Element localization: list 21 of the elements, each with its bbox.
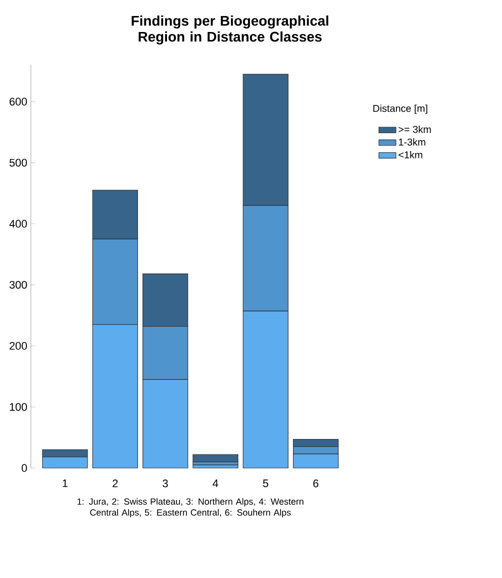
y-tick-label: 600 bbox=[10, 98, 27, 106]
x-tick-label: 3 bbox=[162, 480, 168, 488]
legend-title: Distance [m] bbox=[373, 104, 428, 114]
legend-label: <1km bbox=[398, 151, 422, 158]
y-tick-label: 100 bbox=[10, 403, 27, 411]
x-axis-title: 1: Jura, 2: Swiss Plateau, 3: Northern Alps, 4: Western Central Alps, 5: Eastern Central, 6: Souhern Alps bbox=[78, 498, 304, 518]
x-tick-label: 2 bbox=[112, 480, 118, 488]
x-tick-label: 4 bbox=[212, 480, 218, 488]
x-tick-label: 1 bbox=[62, 480, 68, 488]
bar bbox=[192, 464, 238, 468]
y-tick-label: 0 bbox=[22, 464, 27, 472]
legend-label: >= 3km bbox=[398, 126, 431, 133]
y-tick-label: 500 bbox=[10, 158, 27, 167]
legend-label: 1-3km bbox=[398, 138, 426, 146]
x-tick-label: 5 bbox=[263, 480, 268, 488]
y-tick-label: 400 bbox=[9, 220, 27, 228]
y-tick-label: 200 bbox=[10, 342, 27, 350]
x-tick-label: 6 bbox=[313, 480, 318, 488]
bar bbox=[192, 454, 238, 462]
chart-title: Findings per Biogeographical Region in Distance Classes bbox=[132, 15, 328, 44]
y-tick-label: 300 bbox=[10, 280, 27, 289]
